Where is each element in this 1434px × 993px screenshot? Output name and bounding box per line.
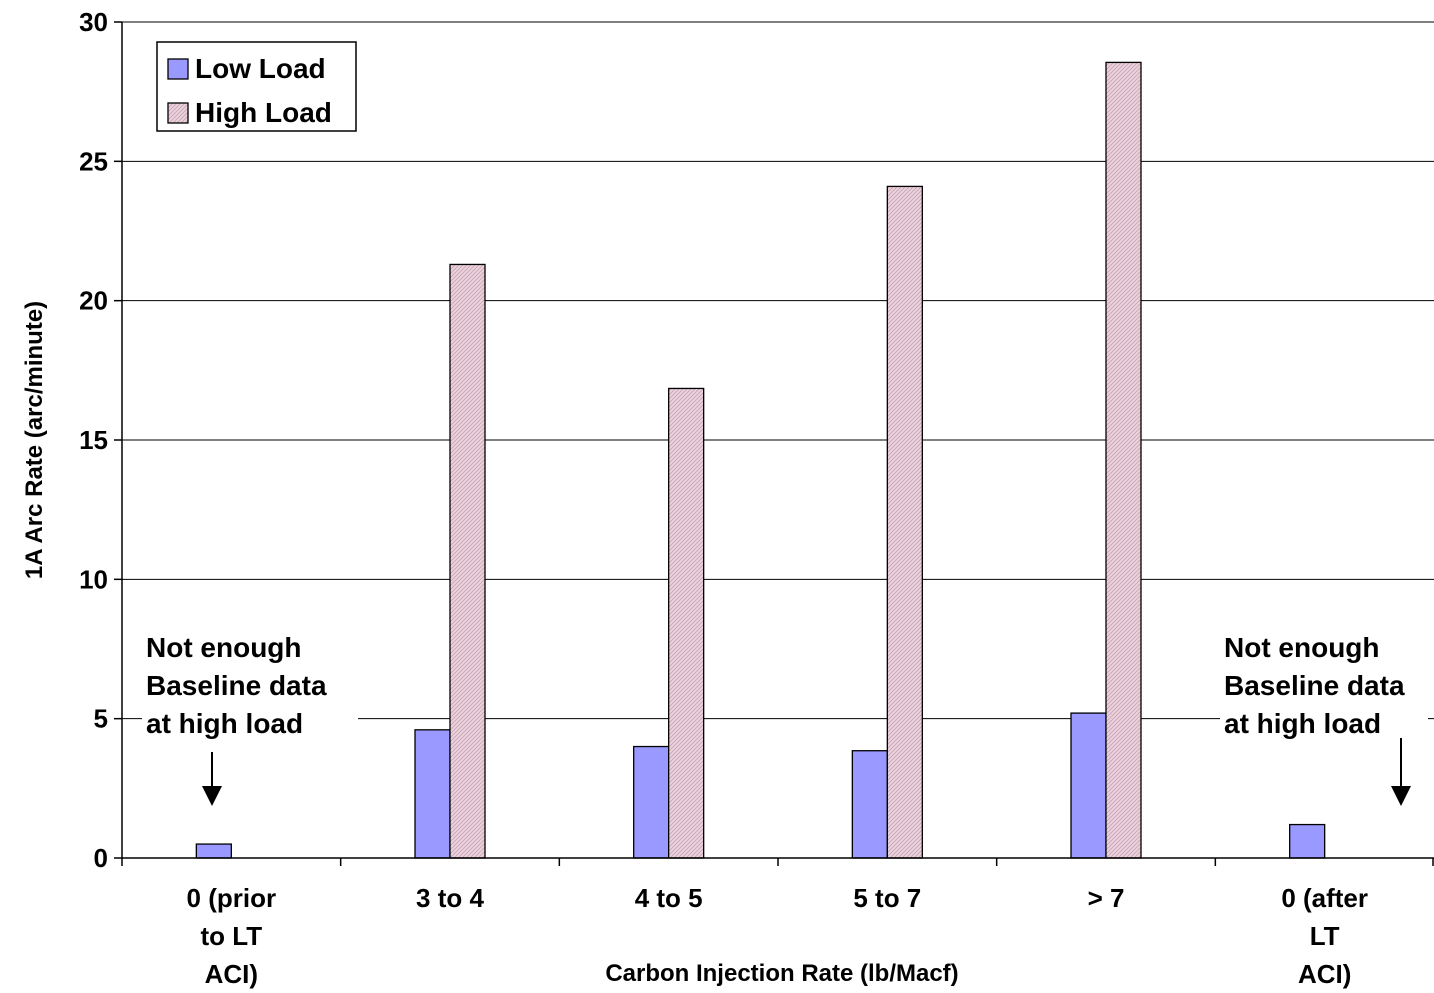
y-tick-label: 0 — [94, 843, 108, 873]
x-tick-label-line: 4 to 5 — [635, 883, 703, 913]
y-axis-title: 1A Arc Rate (arc/minute) — [21, 301, 48, 579]
x-tick-label: 5 to 7 — [853, 883, 921, 913]
x-tick-label: 0 (after LT ACI) — [1281, 883, 1368, 989]
x-tick-label: 0 (prior to LT ACI) — [187, 883, 277, 989]
annotation-line: at high load — [1224, 708, 1381, 739]
bar-low-load — [195, 843, 232, 859]
annotation-line: Not enough — [146, 632, 302, 663]
y-tick-label: 15 — [79, 425, 108, 455]
annotation-line: Not enough — [1224, 632, 1380, 663]
legend-label: High Load — [195, 97, 332, 128]
x-tick-label: 3 to 4 — [416, 883, 484, 913]
bar-low-load — [414, 729, 451, 859]
bar-low-load — [851, 750, 888, 859]
x-tick-label-line: 3 to 4 — [416, 883, 484, 913]
annotation-background — [142, 620, 358, 720]
x-axis-title: Carbon Injection Rate (lb/Macf) — [605, 960, 958, 987]
annotation-line: Baseline data — [146, 670, 327, 701]
x-tick-label: 4 to 5 — [635, 883, 703, 913]
legend-box — [156, 41, 357, 132]
legend-label: Low Load — [195, 53, 326, 84]
legend: Low Load High Load — [156, 41, 357, 132]
y-tick-label: 5 — [94, 704, 108, 734]
bar-low-load — [1070, 712, 1107, 859]
annotation-line: at high load — [146, 708, 303, 739]
annotation-line: Baseline data — [1224, 670, 1405, 701]
y-tick-label: 25 — [79, 146, 108, 176]
x-tick-label-line: ACI) — [1298, 959, 1351, 989]
tick-labels: 0 5 10 15 20 25 30 0 (prior to LT ACI) 3 to 4 4 to … — [79, 7, 1368, 989]
bar-high-load — [1105, 61, 1142, 859]
x-tick-label-line: ACI) — [205, 959, 258, 989]
x-tick-label-line: to LT — [201, 921, 263, 951]
bar-high-load — [668, 387, 705, 859]
bar-low-load — [1289, 823, 1326, 859]
y-tick-label: 10 — [79, 564, 108, 594]
bar-high-load — [886, 185, 923, 859]
annotation-text: Not enough Baseline data at high load — [1224, 632, 1405, 739]
x-tick-label-line: 5 to 7 — [853, 883, 921, 913]
y-tick-label: 30 — [79, 7, 108, 37]
annotation-text: Not enough Baseline data at high load — [146, 632, 327, 739]
x-tick-label-line: > 7 — [1088, 883, 1125, 913]
annotation-background — [1220, 620, 1428, 720]
bar-low-load — [633, 745, 670, 859]
bars — [195, 61, 1326, 859]
y-tick-label: 20 — [79, 286, 108, 316]
x-tick-label-line: 0 (prior — [187, 883, 277, 913]
x-tick-label-line: 0 (after — [1281, 883, 1368, 913]
legend-swatch-high-load — [167, 102, 189, 124]
x-tick-label-line: LT — [1310, 921, 1340, 951]
bar-high-load — [449, 263, 486, 859]
gridlines — [122, 21, 1434, 720]
axes — [114, 21, 1434, 866]
legend-swatch-low-load — [167, 58, 189, 80]
x-tick-label: > 7 — [1088, 883, 1125, 913]
